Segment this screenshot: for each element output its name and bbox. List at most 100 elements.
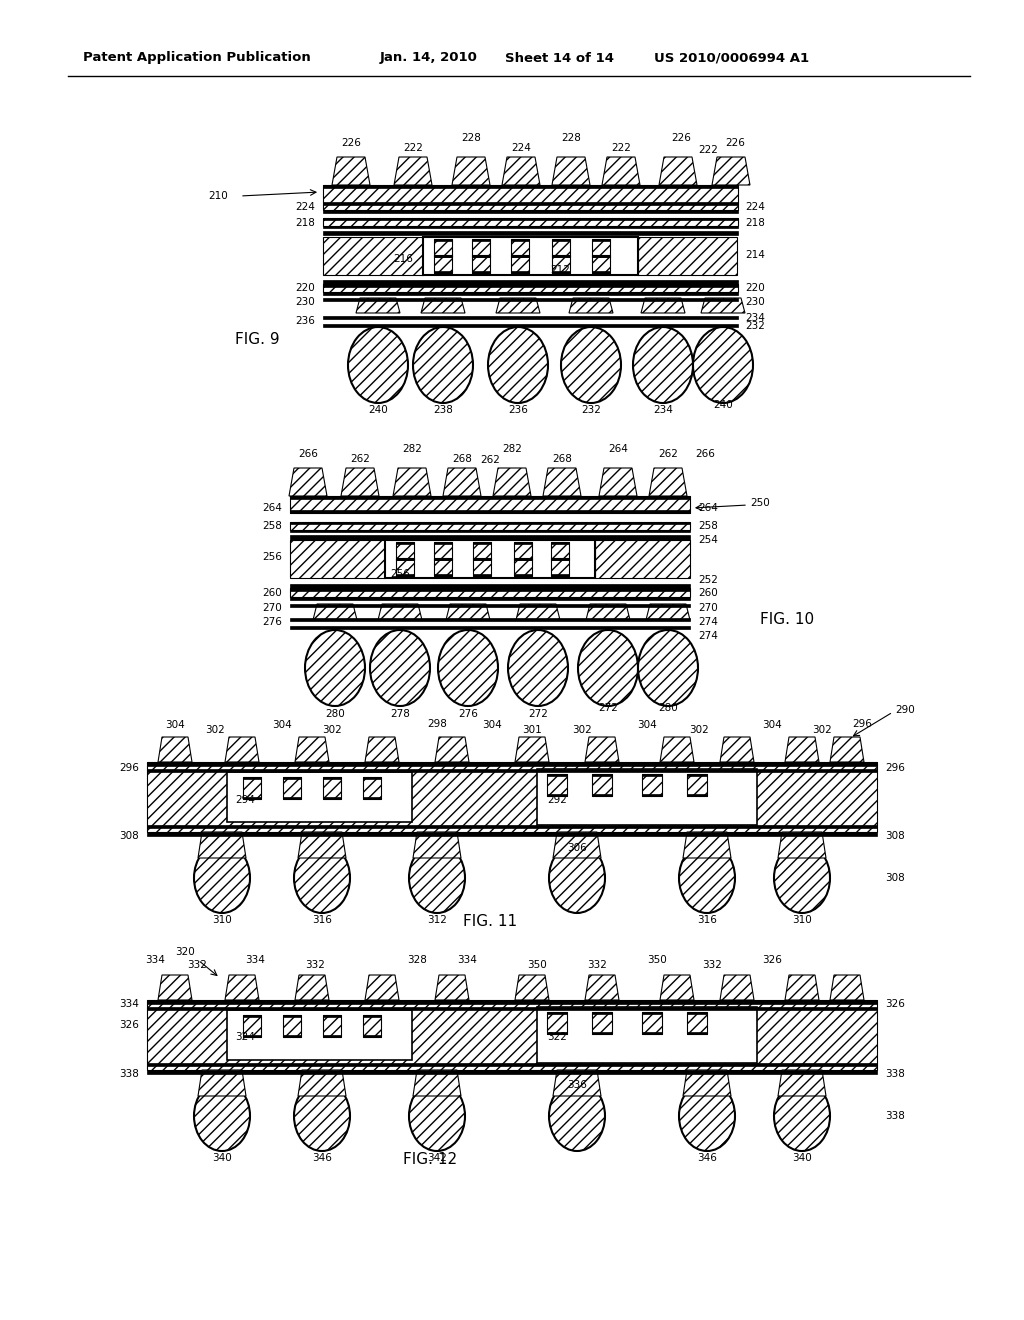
Text: 338: 338	[885, 1069, 905, 1078]
Bar	[362, 777, 381, 799]
Polygon shape	[543, 469, 581, 496]
Polygon shape	[569, 298, 613, 313]
Text: 326: 326	[762, 954, 782, 965]
Bar	[537, 770, 757, 825]
Polygon shape	[602, 157, 640, 185]
Text: 316: 316	[312, 915, 332, 925]
Bar	[511, 239, 529, 257]
Text: 272: 272	[598, 704, 617, 713]
Ellipse shape	[438, 630, 498, 706]
Text: 346: 346	[697, 1152, 717, 1163]
Polygon shape	[641, 298, 685, 313]
Text: 236: 236	[295, 315, 315, 326]
Polygon shape	[778, 1071, 826, 1096]
Bar	[434, 558, 452, 560]
Bar	[147, 1007, 877, 1010]
Bar	[642, 1012, 662, 1034]
Text: 214: 214	[745, 249, 765, 260]
Bar	[552, 255, 570, 257]
Text: 234: 234	[653, 405, 673, 414]
Text: 216: 216	[393, 253, 413, 264]
Bar	[472, 255, 490, 273]
Bar	[595, 540, 690, 578]
Polygon shape	[413, 1071, 461, 1096]
Bar	[592, 239, 610, 257]
Bar	[362, 1015, 381, 1038]
Text: 298: 298	[427, 719, 446, 729]
Bar	[243, 777, 261, 799]
Bar	[434, 558, 452, 560]
Ellipse shape	[305, 630, 365, 706]
Text: 332: 332	[187, 960, 207, 970]
Bar	[592, 1012, 612, 1014]
Bar	[514, 543, 532, 544]
Text: 336: 336	[567, 1080, 587, 1090]
Text: 240: 240	[713, 400, 733, 411]
Text: 308: 308	[119, 832, 139, 841]
Bar	[592, 255, 610, 257]
Ellipse shape	[488, 327, 548, 403]
Text: 308: 308	[885, 873, 905, 883]
Polygon shape	[712, 157, 750, 185]
Text: 266: 266	[298, 449, 317, 459]
Text: 222: 222	[611, 143, 631, 153]
Text: 272: 272	[528, 709, 548, 719]
Bar	[227, 1010, 412, 1060]
Bar	[642, 795, 662, 796]
Text: 226: 226	[725, 139, 744, 148]
Text: 220: 220	[295, 282, 315, 293]
Polygon shape	[586, 605, 630, 620]
Bar	[396, 558, 414, 560]
Bar	[396, 543, 414, 544]
Bar	[551, 558, 569, 576]
Ellipse shape	[409, 1081, 465, 1151]
Text: 302: 302	[323, 725, 342, 735]
Bar	[514, 558, 532, 560]
Bar	[290, 583, 690, 587]
Bar	[552, 239, 570, 257]
Text: 296: 296	[119, 763, 139, 774]
Bar	[551, 574, 569, 576]
Text: 226: 226	[671, 133, 691, 143]
Bar	[323, 1015, 341, 1038]
Text: 338: 338	[885, 1111, 905, 1121]
Text: 320: 320	[175, 946, 195, 957]
Bar	[551, 543, 569, 544]
Text: 212: 212	[550, 265, 570, 275]
Text: 302: 302	[205, 725, 225, 735]
Text: 262: 262	[480, 455, 500, 465]
Polygon shape	[515, 737, 549, 762]
Bar	[290, 531, 690, 532]
Text: 328: 328	[408, 954, 427, 965]
Bar	[552, 255, 570, 273]
Bar	[362, 777, 381, 779]
Bar	[434, 574, 452, 576]
Ellipse shape	[561, 327, 621, 403]
Text: FIG. 9: FIG. 9	[234, 333, 280, 347]
Text: 350: 350	[527, 960, 547, 970]
Text: 334: 334	[457, 954, 477, 965]
Bar	[323, 185, 738, 187]
Bar	[687, 1012, 707, 1034]
Ellipse shape	[370, 630, 430, 706]
Bar	[642, 774, 662, 776]
Bar	[687, 795, 707, 796]
Text: 264: 264	[608, 444, 628, 454]
Text: 252: 252	[698, 576, 718, 585]
Polygon shape	[720, 737, 754, 762]
Polygon shape	[649, 469, 687, 496]
Text: 316: 316	[697, 915, 717, 925]
Text: 224: 224	[295, 202, 315, 213]
Bar	[323, 226, 738, 228]
Bar	[323, 284, 738, 292]
Ellipse shape	[409, 843, 465, 913]
Bar	[290, 587, 690, 591]
Polygon shape	[785, 737, 819, 762]
Text: 340: 340	[793, 1152, 812, 1163]
Bar	[642, 1012, 662, 1014]
Polygon shape	[435, 737, 469, 762]
Bar	[472, 255, 490, 257]
Bar	[147, 832, 877, 836]
Polygon shape	[515, 975, 549, 1001]
Ellipse shape	[294, 1081, 350, 1151]
